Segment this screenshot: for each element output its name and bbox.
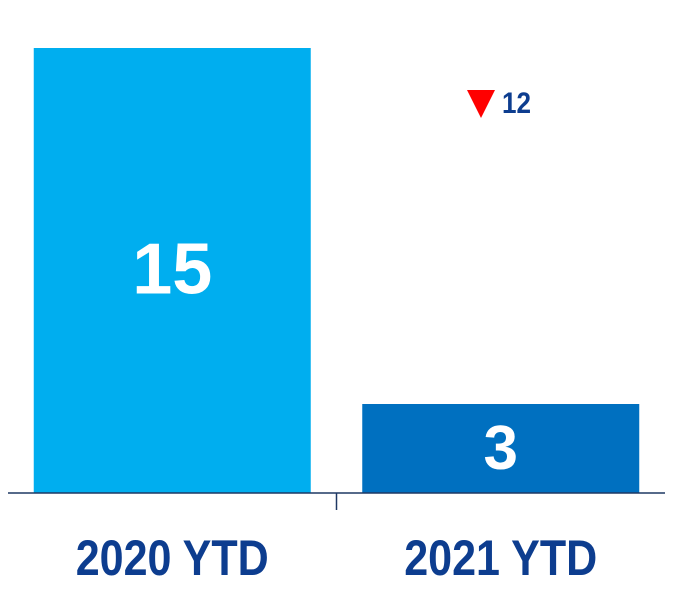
value-label: 3 [484,414,518,483]
bar [33,48,311,493]
x-tick-label: 2021 YTD [404,530,597,586]
change-label: 12 [502,87,531,120]
down-arrow [467,90,495,118]
bar [362,404,640,493]
x-tick-label: 2020 YTD [76,530,269,586]
value-label: 15 [132,230,212,310]
